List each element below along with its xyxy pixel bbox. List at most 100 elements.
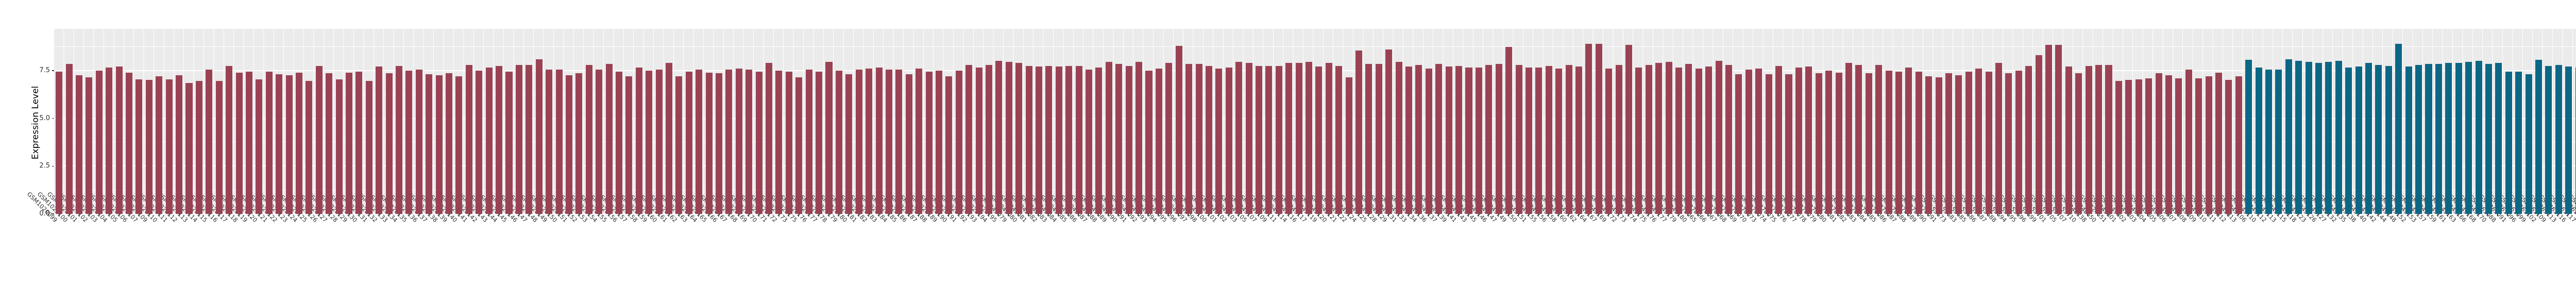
bar <box>1335 65 1343 214</box>
bar <box>2005 73 2012 214</box>
bar <box>2025 65 2032 214</box>
bar <box>2175 78 2182 214</box>
bar <box>2075 73 2082 214</box>
bar <box>1175 45 1182 214</box>
bar <box>2095 64 2103 214</box>
bar <box>2345 68 2352 214</box>
bar <box>1595 43 1602 214</box>
bar <box>385 73 393 214</box>
bar <box>855 70 862 214</box>
bar <box>2065 67 2072 214</box>
bar <box>176 75 183 214</box>
bar <box>1305 62 1312 214</box>
bar <box>326 73 333 214</box>
bar <box>696 70 703 214</box>
bar <box>1345 77 1352 214</box>
bar <box>825 62 833 214</box>
bar <box>1675 68 1683 214</box>
bar <box>975 68 982 214</box>
major-gridline <box>54 118 2576 119</box>
bar <box>376 67 383 214</box>
bar <box>1095 68 1103 214</box>
bar <box>496 65 503 214</box>
bar <box>265 71 273 214</box>
bar <box>1545 65 1552 214</box>
bar <box>1955 75 1962 214</box>
bar <box>1705 67 1713 214</box>
bar <box>1915 71 1922 214</box>
bar <box>1685 63 1692 214</box>
bar <box>1065 65 1073 214</box>
bar <box>2135 79 2142 214</box>
bar <box>2325 62 2332 214</box>
y-tick-label: 5.0 <box>39 114 50 122</box>
bar <box>135 79 143 214</box>
bar <box>1935 77 1942 214</box>
bar <box>435 75 443 214</box>
y-tick-mark <box>52 213 54 214</box>
bar <box>1945 73 1952 214</box>
bar <box>1285 63 1293 214</box>
bar <box>485 68 493 214</box>
bar <box>2295 61 2302 214</box>
bar <box>635 68 642 214</box>
bar <box>2105 64 2112 214</box>
y-tick-mark <box>52 165 54 167</box>
bar <box>2015 70 2022 214</box>
bar <box>2205 76 2212 214</box>
bar <box>735 69 742 214</box>
bar <box>1155 69 1162 214</box>
bar <box>866 69 873 214</box>
bar <box>1475 68 1482 214</box>
bar <box>1415 64 1422 214</box>
bar <box>1765 74 1772 214</box>
bar <box>2045 44 2053 214</box>
bar <box>1435 63 1443 214</box>
bar <box>1455 65 1463 214</box>
bar <box>1855 64 1862 214</box>
bar <box>1735 74 1742 214</box>
bar <box>1725 64 1733 214</box>
bar <box>2555 64 2562 214</box>
bar <box>2525 74 2532 214</box>
bar <box>2085 65 2092 214</box>
bar <box>1015 63 1023 214</box>
bar <box>1845 63 1852 214</box>
bar <box>1575 67 1582 214</box>
bar <box>2305 62 2312 214</box>
bar <box>1525 68 1532 214</box>
bar <box>1036 67 1043 214</box>
bar <box>646 70 653 214</box>
bar <box>2445 63 2452 214</box>
bar <box>426 74 433 214</box>
bar <box>1755 69 1762 214</box>
bar <box>1215 69 1223 214</box>
bar <box>245 71 252 214</box>
bar <box>126 72 133 214</box>
bar <box>515 64 522 214</box>
bar <box>555 70 563 214</box>
bar <box>1225 68 1232 214</box>
bar <box>1195 63 1202 214</box>
bar <box>1355 50 1363 214</box>
bar <box>965 64 973 214</box>
bar <box>2535 60 2542 214</box>
bar <box>1965 71 1972 214</box>
bar <box>2265 70 2272 214</box>
bar <box>285 75 293 214</box>
bar <box>1745 70 1752 214</box>
bar <box>405 70 413 214</box>
bar <box>1465 68 1472 214</box>
bar <box>585 64 592 214</box>
bar <box>2215 72 2222 214</box>
bar <box>1645 64 1652 214</box>
bar <box>2455 63 2462 214</box>
bar <box>605 63 613 214</box>
bar <box>1995 63 2003 214</box>
bar <box>345 72 352 214</box>
bar <box>1785 74 1792 214</box>
bar <box>1145 70 1153 214</box>
bar <box>615 71 622 214</box>
bar <box>955 70 962 214</box>
